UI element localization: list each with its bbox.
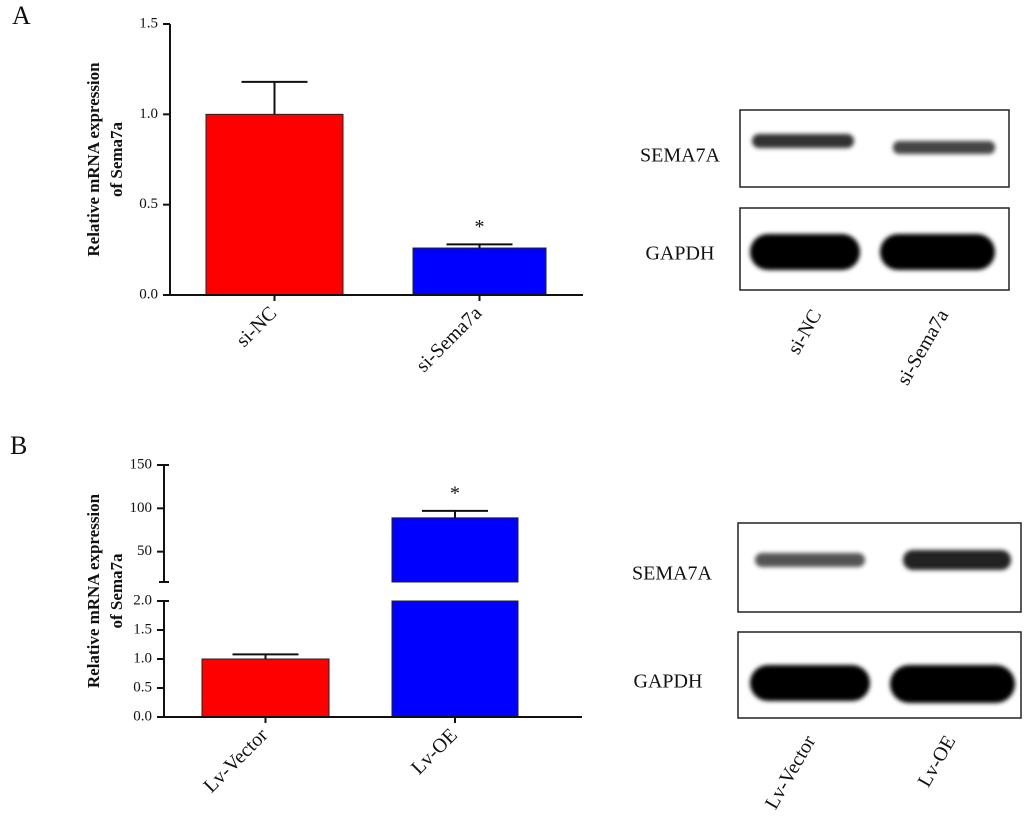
bar — [201, 658, 330, 718]
bar — [412, 247, 547, 296]
panel-label: A — [12, 1, 31, 30]
y-tick-label: 1.5 — [139, 15, 158, 31]
blot-lane-label: si-NC — [783, 306, 826, 358]
significance-mark: * — [450, 483, 460, 505]
blot-lane-label: Lv-Vector — [761, 732, 821, 814]
y-tick-label: 1.5 — [133, 621, 152, 637]
blot-lane-label: si-Sema7a — [893, 306, 954, 389]
y-axis-label: Relative mRNA expression — [84, 493, 103, 688]
bar — [391, 517, 519, 583]
y-tick-label: 100 — [130, 500, 153, 516]
blot-lane-label: Lv-OE — [913, 732, 960, 791]
y-tick-label: 0.0 — [133, 708, 152, 724]
y-axis-label: of Sema7a — [107, 121, 126, 197]
panel-label: B — [10, 431, 27, 460]
x-tick-label: Lv-Vector — [199, 724, 272, 797]
y-tick-label: 0.0 — [139, 286, 158, 302]
y-tick-label: 50 — [137, 543, 152, 559]
blot-row-label: GAPDH — [634, 671, 703, 693]
bar — [205, 113, 344, 296]
blot-bands — [750, 134, 995, 270]
y-axis-label: of Sema7a — [107, 553, 126, 629]
x-tick-label: Lv-OE — [407, 724, 462, 779]
bar — [391, 600, 519, 718]
y-tick-label: 0.5 — [139, 196, 158, 212]
blot-bands — [750, 550, 1015, 703]
y-tick-label: 1.0 — [133, 650, 152, 666]
y-tick-label: 0.5 — [133, 679, 152, 695]
blot-row-label: GAPDH — [646, 243, 715, 265]
y-tick-label: 1.0 — [139, 106, 158, 122]
significance-mark: * — [475, 216, 485, 238]
y-tick-label: 2.0 — [133, 592, 152, 608]
blot-row-label: SEMA7A — [640, 145, 721, 167]
x-tick-label: si-Sema7a — [412, 302, 487, 377]
y-axis-label: Relative mRNA expression — [84, 62, 103, 257]
y-tick-label: 150 — [130, 456, 153, 472]
blot-row-label: SEMA7A — [632, 563, 713, 585]
x-tick-label: si-NC — [232, 302, 281, 351]
